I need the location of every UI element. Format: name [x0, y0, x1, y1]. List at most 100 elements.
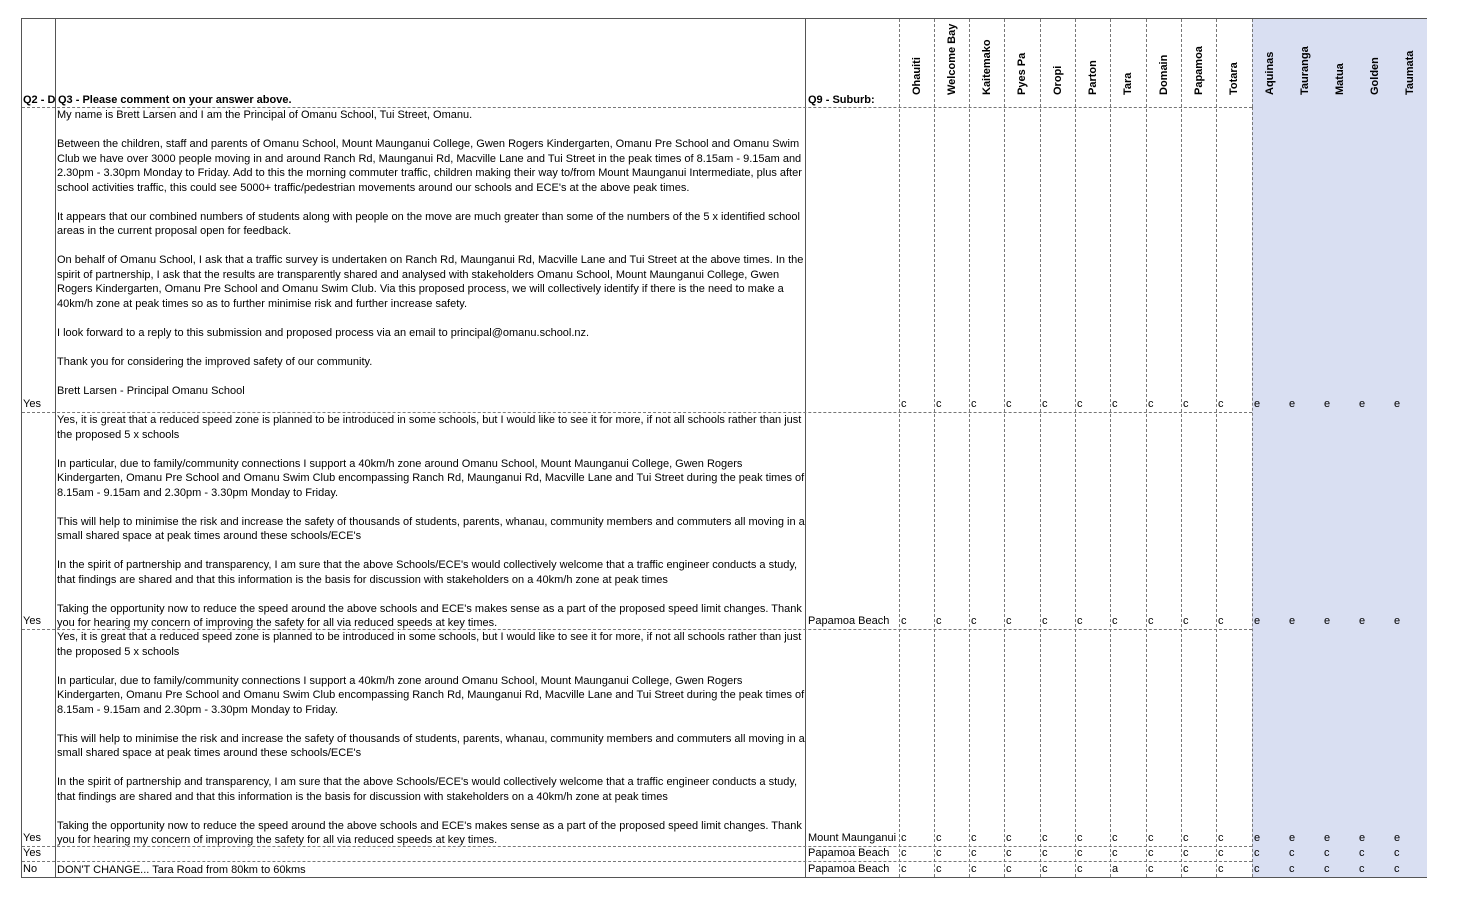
header-aquinas[interactable]: Aquinas	[1260, 19, 1280, 107]
cell-mark[interactable]: c	[1006, 847, 1012, 859]
cell-mark[interactable]: c	[1077, 615, 1083, 627]
cell-suburb[interactable]: Papamoa Beach	[808, 847, 890, 859]
cell-q2[interactable]: Yes	[23, 398, 41, 410]
cell-mark[interactable]: c	[1394, 847, 1400, 859]
cell-mark[interactable]: c	[1183, 847, 1189, 859]
cell-mark[interactable]: e	[1394, 615, 1401, 627]
cell-mark[interactable]: c	[1148, 847, 1154, 859]
cell-mark[interactable]: c	[1359, 863, 1365, 875]
cell-mark[interactable]: e	[1359, 398, 1366, 410]
header-q9[interactable]: Q9 - Suburb:	[808, 94, 875, 106]
cell-mark[interactable]: c	[1218, 615, 1224, 627]
cell-mark[interactable]: e	[1359, 832, 1366, 844]
cell-comment[interactable]: Yes, it is great that a reduced speed zo…	[57, 413, 807, 631]
cell-mark[interactable]: c	[1183, 398, 1189, 410]
cell-mark[interactable]: c	[1218, 398, 1224, 410]
cell-mark[interactable]: c	[1006, 863, 1012, 875]
cell-mark[interactable]: c	[1394, 863, 1400, 875]
cell-mark[interactable]: e	[1394, 832, 1401, 844]
header-papamoa[interactable]: Papamoa	[1189, 19, 1209, 107]
cell-mark[interactable]: c	[1218, 832, 1224, 844]
cell-mark[interactable]: c	[901, 832, 907, 844]
cell-mark[interactable]: c	[901, 398, 907, 410]
header-domain[interactable]: Domain	[1154, 19, 1174, 107]
cell-mark[interactable]: c	[1183, 832, 1189, 844]
cell-mark[interactable]: c	[1006, 615, 1012, 627]
cell-mark[interactable]: c	[1183, 863, 1189, 875]
cell-mark[interactable]: c	[1006, 398, 1012, 410]
cell-mark[interactable]: c	[1042, 847, 1048, 859]
cell-q2[interactable]: Yes	[23, 847, 41, 859]
cell-mark[interactable]: e	[1394, 398, 1401, 410]
cell-mark[interactable]: e	[1254, 832, 1261, 844]
cell-mark[interactable]: a	[1112, 863, 1119, 875]
cell-mark[interactable]: e	[1359, 615, 1366, 627]
header-welcome-bay[interactable]: Welcome Bay	[942, 19, 962, 107]
cell-q2[interactable]: No	[23, 863, 38, 875]
cell-mark[interactable]: e	[1324, 615, 1331, 627]
cell-mark[interactable]: c	[1324, 863, 1330, 875]
cell-mark[interactable]: c	[1254, 847, 1260, 859]
cell-mark[interactable]: c	[1148, 398, 1154, 410]
cell-mark[interactable]: c	[971, 832, 977, 844]
cell-mark[interactable]: c	[1042, 832, 1048, 844]
header-q2[interactable]: Q2 - D	[23, 94, 56, 106]
header-tara[interactable]: Tara	[1118, 19, 1138, 107]
cell-q2[interactable]: Yes	[23, 832, 41, 844]
cell-mark[interactable]: c	[1112, 847, 1118, 859]
cell-mark[interactable]: c	[971, 615, 977, 627]
cell-mark[interactable]: c	[1324, 847, 1330, 859]
cell-mark[interactable]: c	[1042, 398, 1048, 410]
cell-mark[interactable]: c	[1077, 398, 1083, 410]
cell-suburb[interactable]: Papamoa Beach	[808, 615, 890, 627]
cell-mark[interactable]: c	[1148, 863, 1154, 875]
header-pyes-pa[interactable]: Pyes Pa	[1012, 19, 1032, 107]
cell-comment[interactable]: DON'T CHANGE... Tara Road from 80km to 6…	[57, 863, 807, 878]
cell-mark[interactable]: c	[1218, 863, 1224, 875]
cell-mark[interactable]: c	[1183, 615, 1189, 627]
cell-mark[interactable]: c	[1112, 398, 1118, 410]
cell-mark[interactable]: c	[1112, 832, 1118, 844]
cell-mark[interactable]: e	[1254, 615, 1261, 627]
header-totara[interactable]: Totara	[1224, 19, 1244, 107]
cell-comment[interactable]: My name is Brett Larsen and I am the Pri…	[57, 108, 807, 398]
cell-mark[interactable]: c	[1289, 863, 1295, 875]
header-q3[interactable]: Q3 - Please comment on your answer above…	[58, 94, 292, 106]
cell-suburb[interactable]: Mount Maunganui	[808, 832, 897, 844]
cell-mark[interactable]: c	[901, 847, 907, 859]
header-matua[interactable]: Matua	[1330, 19, 1350, 107]
cell-mark[interactable]: c	[936, 615, 942, 627]
cell-mark[interactable]: e	[1289, 615, 1296, 627]
cell-mark[interactable]: e	[1289, 398, 1296, 410]
cell-mark[interactable]: c	[1077, 832, 1083, 844]
cell-mark[interactable]: c	[971, 398, 977, 410]
cell-mark[interactable]: c	[1148, 615, 1154, 627]
cell-mark[interactable]: c	[1077, 847, 1083, 859]
cell-mark[interactable]: e	[1254, 398, 1261, 410]
cell-mark[interactable]: c	[1112, 615, 1118, 627]
cell-mark[interactable]: c	[1077, 863, 1083, 875]
cell-suburb[interactable]: Papamoa Beach	[808, 863, 890, 875]
cell-mark[interactable]: c	[1148, 832, 1154, 844]
header-tauranga[interactable]: Tauranga	[1295, 19, 1315, 107]
cell-mark[interactable]: c	[936, 863, 942, 875]
header-parton[interactable]: Parton	[1083, 19, 1103, 107]
cell-mark[interactable]: c	[1359, 847, 1365, 859]
cell-mark[interactable]: c	[971, 847, 977, 859]
cell-mark[interactable]: c	[901, 615, 907, 627]
cell-mark[interactable]: c	[1218, 847, 1224, 859]
cell-mark[interactable]: c	[1006, 832, 1012, 844]
header-ohauiti[interactable]: Ohauiti	[907, 19, 927, 107]
cell-q2[interactable]: Yes	[23, 615, 41, 627]
header-taumata[interactable]: Taumata	[1400, 19, 1420, 107]
cell-mark[interactable]: c	[936, 847, 942, 859]
cell-mark[interactable]: c	[901, 863, 907, 875]
cell-mark[interactable]: c	[1289, 847, 1295, 859]
cell-mark[interactable]: e	[1324, 398, 1331, 410]
header-kaitemako[interactable]: Kaitemako	[977, 19, 997, 107]
header-oropi[interactable]: Oropi	[1048, 19, 1068, 107]
cell-comment[interactable]: Yes, it is great that a reduced speed zo…	[57, 630, 807, 848]
cell-mark[interactable]: c	[1254, 863, 1260, 875]
cell-mark[interactable]: c	[1042, 863, 1048, 875]
cell-mark[interactable]: c	[936, 832, 942, 844]
